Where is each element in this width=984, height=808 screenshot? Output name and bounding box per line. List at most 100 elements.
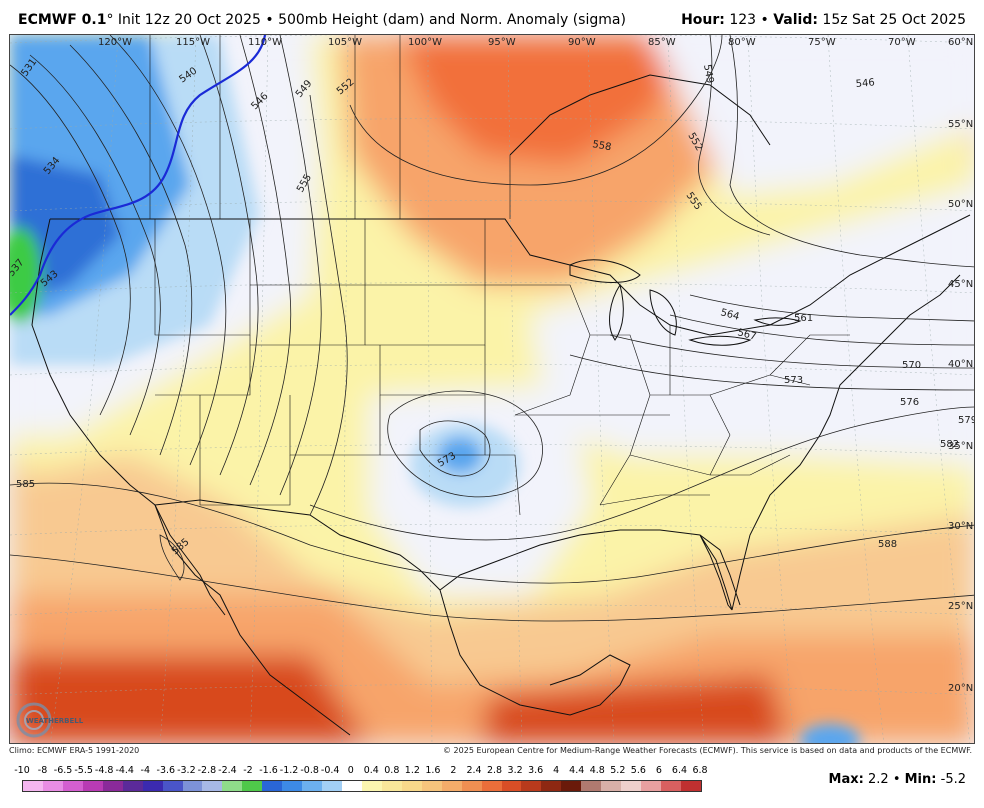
colorbar-swatch bbox=[242, 781, 263, 791]
colorbar-tick-label: 2.4 bbox=[466, 765, 482, 776]
contour-label: 570 bbox=[902, 360, 921, 371]
colorbar-labels: -10 -8 -6.5 -5.5 -4.8 -4.4 -4 -3.6 -3.2 -2.8 -2.4-… bbox=[14, 765, 708, 777]
min-label: Min: bbox=[904, 772, 937, 787]
colorbar-swatch bbox=[601, 781, 622, 791]
colorbar-tick-label: 2 bbox=[450, 765, 457, 776]
map-title: ECMWF 0.1° Init 12z 20 Oct 2025 • 500mb … bbox=[18, 12, 626, 28]
colorbar-swatch bbox=[142, 781, 163, 791]
degree-symbol: ° bbox=[106, 12, 114, 28]
colorbar-tick-label: 5.6 bbox=[630, 765, 646, 776]
longitude-label: 100°W bbox=[408, 37, 442, 48]
hour-value: 123 bbox=[729, 12, 757, 28]
colorbar-swatch bbox=[202, 781, 223, 791]
colorbar-tick-label: -10 bbox=[14, 765, 30, 776]
weatherbell-logo: WEATHERBELL bbox=[14, 698, 94, 742]
colorbar-tick-label: -6.5 bbox=[53, 765, 73, 776]
latitude-label: 50°N bbox=[948, 199, 973, 210]
contour-label: 561 bbox=[794, 313, 813, 324]
logo-text: WEATHERBELL bbox=[26, 717, 84, 725]
colorbar-tick-label: 4.8 bbox=[589, 765, 605, 776]
colorbar-swatch bbox=[481, 781, 502, 791]
colorbar-tick-label: -2 bbox=[243, 765, 253, 776]
model-name: ECMWF 0.1 bbox=[18, 12, 107, 28]
longitude-label: 90°W bbox=[568, 37, 596, 48]
contour-label: 585 bbox=[16, 479, 35, 490]
longitude-label-group: 120°W 115°W 110°W 105°W 100°W 95°W 90°W 85°W 80°… bbox=[98, 37, 916, 48]
contour-label: 579 bbox=[958, 415, 975, 426]
contour-label: 573 bbox=[784, 375, 803, 386]
colorbar-tick-label: -0.8 bbox=[300, 765, 319, 776]
map-panel[interactable]: 531 534 537 540 543 546 549 552 555 558 549 552 555 5… bbox=[9, 34, 975, 744]
colorbar-swatch bbox=[342, 781, 362, 791]
colorbar-swatch bbox=[421, 781, 442, 791]
colorbar-swatch bbox=[23, 781, 43, 791]
valid-info: Hour: 123 • Valid: 15z Sat 25 Oct 2025 bbox=[681, 12, 966, 28]
colorbar-tick-label: 2.8 bbox=[486, 765, 503, 776]
header: ECMWF 0.1° Init 12z 20 Oct 2025 • 500mb … bbox=[0, 0, 984, 34]
graticule bbox=[10, 35, 974, 743]
colorbar-swatch bbox=[661, 781, 681, 791]
valid-bullet: • bbox=[760, 12, 769, 28]
colorbar-tick-label: -1.2 bbox=[279, 765, 299, 776]
latitude-label: 55°N bbox=[948, 119, 973, 130]
colorbar-tick-label: 3.2 bbox=[507, 765, 523, 776]
colorbar-swatch bbox=[102, 781, 123, 791]
colorbar-swatch bbox=[441, 781, 462, 791]
latitude-label: 30°N bbox=[948, 521, 973, 532]
product-name: 500mb Height (dam) and Norm. Anomaly (si… bbox=[278, 12, 626, 28]
colorbar-tick-label: 5.2 bbox=[610, 765, 626, 776]
colorbar-tick-label: -4 bbox=[140, 765, 151, 776]
colorbar-tick-label: -5.5 bbox=[74, 765, 93, 776]
longitude-label: 105°W bbox=[328, 37, 362, 48]
state-lines bbox=[149, 35, 850, 516]
max-value: 2.2 bbox=[867, 772, 889, 787]
colorbar-tick-label: -0.4 bbox=[320, 765, 340, 776]
colorbar-tick-label: 6.4 bbox=[671, 765, 688, 776]
latitude-label: 25°N bbox=[948, 601, 973, 612]
contour-label: 576 bbox=[900, 397, 919, 408]
longitude-label: 115°W bbox=[176, 37, 210, 48]
colorbar-swatch bbox=[561, 781, 582, 791]
colorbar-swatch bbox=[680, 781, 701, 791]
copyright-note: © 2025 European Centre for Medium-Range … bbox=[443, 746, 972, 755]
hour-label: Hour: bbox=[681, 12, 725, 28]
longitude-label: 120°W bbox=[98, 37, 132, 48]
boundaries bbox=[31, 74, 971, 736]
colorbar-swatch bbox=[42, 781, 63, 791]
contour-label: 582 bbox=[940, 439, 959, 450]
colorbar-swatch bbox=[282, 781, 303, 791]
colorbar-tick-label: 4.4 bbox=[569, 765, 585, 776]
valid-label: Valid: bbox=[773, 12, 818, 28]
stats-bullet: • bbox=[892, 772, 901, 787]
colorbar-swatch bbox=[381, 781, 402, 791]
colorbar-tick-label: 4 bbox=[553, 765, 560, 776]
longitude-label: 80°W bbox=[728, 37, 756, 48]
contour-label: 564 bbox=[719, 307, 740, 323]
colorbar-swatch bbox=[262, 781, 283, 791]
min-value: -5.2 bbox=[940, 772, 966, 787]
colorbar-swatch bbox=[222, 781, 243, 791]
contour-label: 558 bbox=[591, 139, 612, 153]
longitude-label: 110°W bbox=[248, 37, 282, 48]
colorbar-tick-label: -2.4 bbox=[218, 765, 237, 776]
height-contours bbox=[10, 35, 974, 622]
colorbar-swatch bbox=[302, 781, 323, 791]
latitude-label: 35°N bbox=[948, 441, 973, 452]
init-time: Init 12z 20 Oct 2025 bbox=[117, 12, 261, 28]
colorbar-tick-label: 6.8 bbox=[692, 765, 708, 776]
valid-value: 15z Sat 25 Oct 2025 bbox=[822, 12, 966, 28]
colorbar-swatch bbox=[82, 781, 103, 791]
colorbar-tick-label: -3.2 bbox=[177, 765, 196, 776]
contour-label: 549 bbox=[701, 64, 715, 85]
contour-label: 588 bbox=[878, 539, 897, 550]
colorbar-swatch bbox=[322, 781, 342, 791]
longitude-label: 70°W bbox=[888, 37, 916, 48]
colorbar-tick-label: -4.4 bbox=[115, 765, 134, 776]
colorbar-swatch bbox=[122, 781, 143, 791]
title-bullet: • bbox=[265, 12, 274, 28]
colorbar-swatch bbox=[162, 781, 183, 791]
colorbar-tick-label: -3.6 bbox=[156, 765, 176, 776]
latitude-label: 60°N bbox=[948, 37, 973, 48]
colorbar-swatch bbox=[521, 781, 542, 791]
